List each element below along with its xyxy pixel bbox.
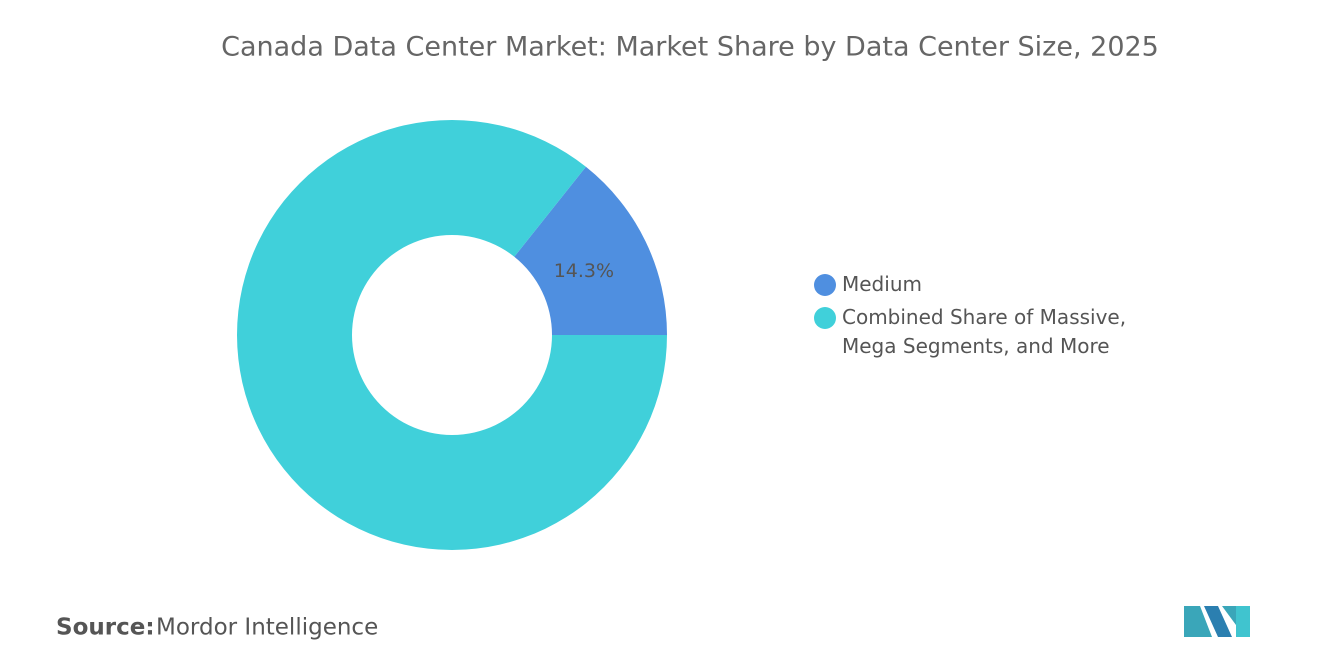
source: Mordor Intelligence: [156, 615, 378, 641]
legend-label: Medium: [842, 272, 922, 296]
legend: Medium Combined Share of Massive, Mega Se…: [814, 270, 1134, 365]
data-label: 14.3%: [554, 260, 614, 282]
donut-slice: [237, 120, 668, 551]
legend-marker: [814, 307, 836, 329]
legend-item: Combined Share of Massive, Mega Segments…: [814, 303, 1134, 361]
donut-slice: [514, 166, 667, 335]
legend-marker: [814, 274, 836, 296]
source-label: Source:: [56, 615, 155, 641]
donut: 14.3%: [237, 120, 668, 551]
logo: [1184, 606, 1250, 637]
legend-label: Combined Share of Massive, Mega Segments…: [842, 305, 1127, 358]
chart-title: Canada Data Center Market: Market Share …: [221, 32, 1159, 63]
legend-item: Medium: [814, 270, 1134, 299]
